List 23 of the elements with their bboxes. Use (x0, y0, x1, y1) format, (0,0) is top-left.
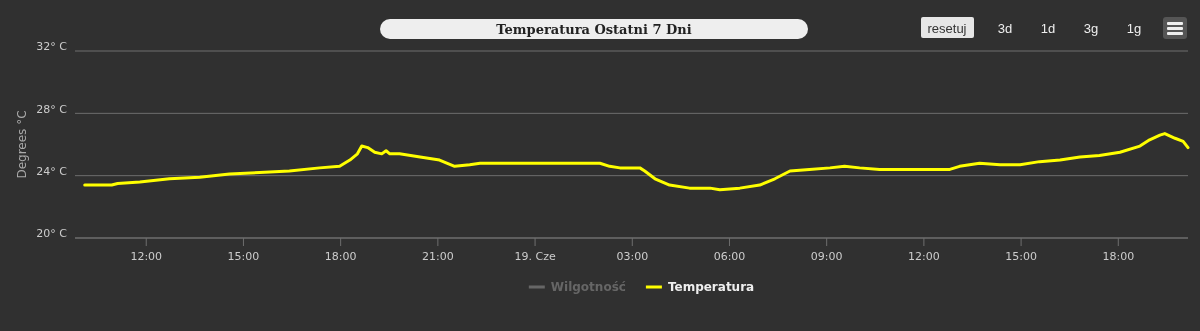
text: 1g (1126, 21, 1142, 36)
x-tick-label: 19. Cze (514, 249, 556, 263)
text: 1d (1040, 21, 1056, 36)
legend-label: Temperatura (667, 280, 755, 294)
x-tick-label: 09:00 (810, 249, 843, 263)
text: 3d (997, 21, 1013, 36)
x-tick-label: 15:00 (1005, 249, 1037, 263)
x-tick-label: 12:00 (908, 249, 940, 263)
x-tick-label: 03:00 (616, 249, 649, 263)
x-tick-label: 12:00 (130, 249, 163, 263)
chart-title: Temperatura Ostatni 7 Dni (496, 22, 692, 37)
y-tick-label: 28° C (36, 102, 68, 116)
text: 3g (1083, 21, 1099, 36)
x-tick-label: 18:00 (324, 249, 357, 263)
x-tick-label: 18:00 (1102, 249, 1135, 263)
x-tick-label: 06:00 (713, 249, 746, 263)
y-tick-label: 24° C (36, 165, 68, 179)
x-tick-label: 15:00 (227, 249, 260, 263)
y-tick-label: 32° C (36, 40, 68, 54)
y-tick-label: 20° C (36, 227, 68, 241)
x-tick-label: 21:00 (422, 249, 454, 263)
y-axis-title: Degrees °C (15, 110, 29, 179)
text: resetuj (927, 21, 967, 36)
